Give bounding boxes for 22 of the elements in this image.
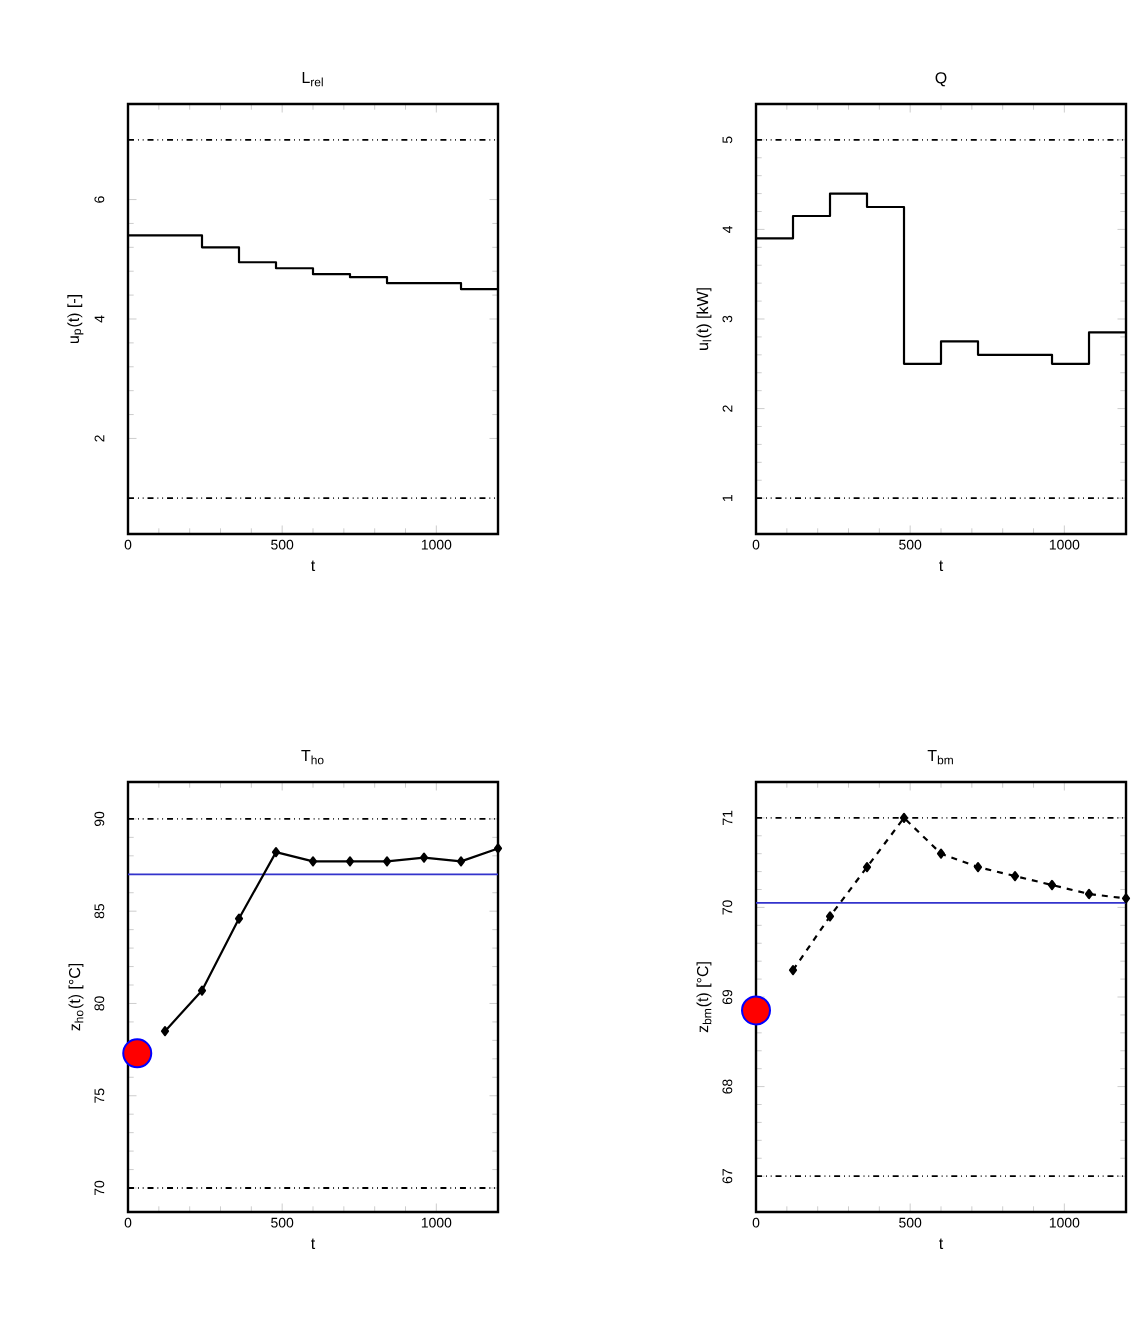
point bbox=[197, 985, 207, 996]
point bbox=[456, 856, 466, 867]
point bbox=[1121, 893, 1131, 904]
point bbox=[308, 856, 318, 867]
point bbox=[899, 812, 909, 823]
point bbox=[493, 843, 503, 854]
point bbox=[419, 852, 429, 863]
point bbox=[382, 856, 392, 867]
point bbox=[234, 913, 244, 924]
point bbox=[788, 965, 798, 976]
point bbox=[973, 862, 983, 873]
point bbox=[1084, 888, 1094, 900]
point bbox=[862, 862, 872, 873]
point bbox=[122, 1038, 153, 1069]
point bbox=[825, 911, 835, 922]
point bbox=[345, 856, 355, 867]
point bbox=[936, 848, 946, 859]
point bbox=[271, 847, 281, 858]
point bbox=[1010, 870, 1020, 882]
point bbox=[741, 995, 772, 1026]
point bbox=[1047, 879, 1057, 891]
point bbox=[160, 1026, 170, 1037]
